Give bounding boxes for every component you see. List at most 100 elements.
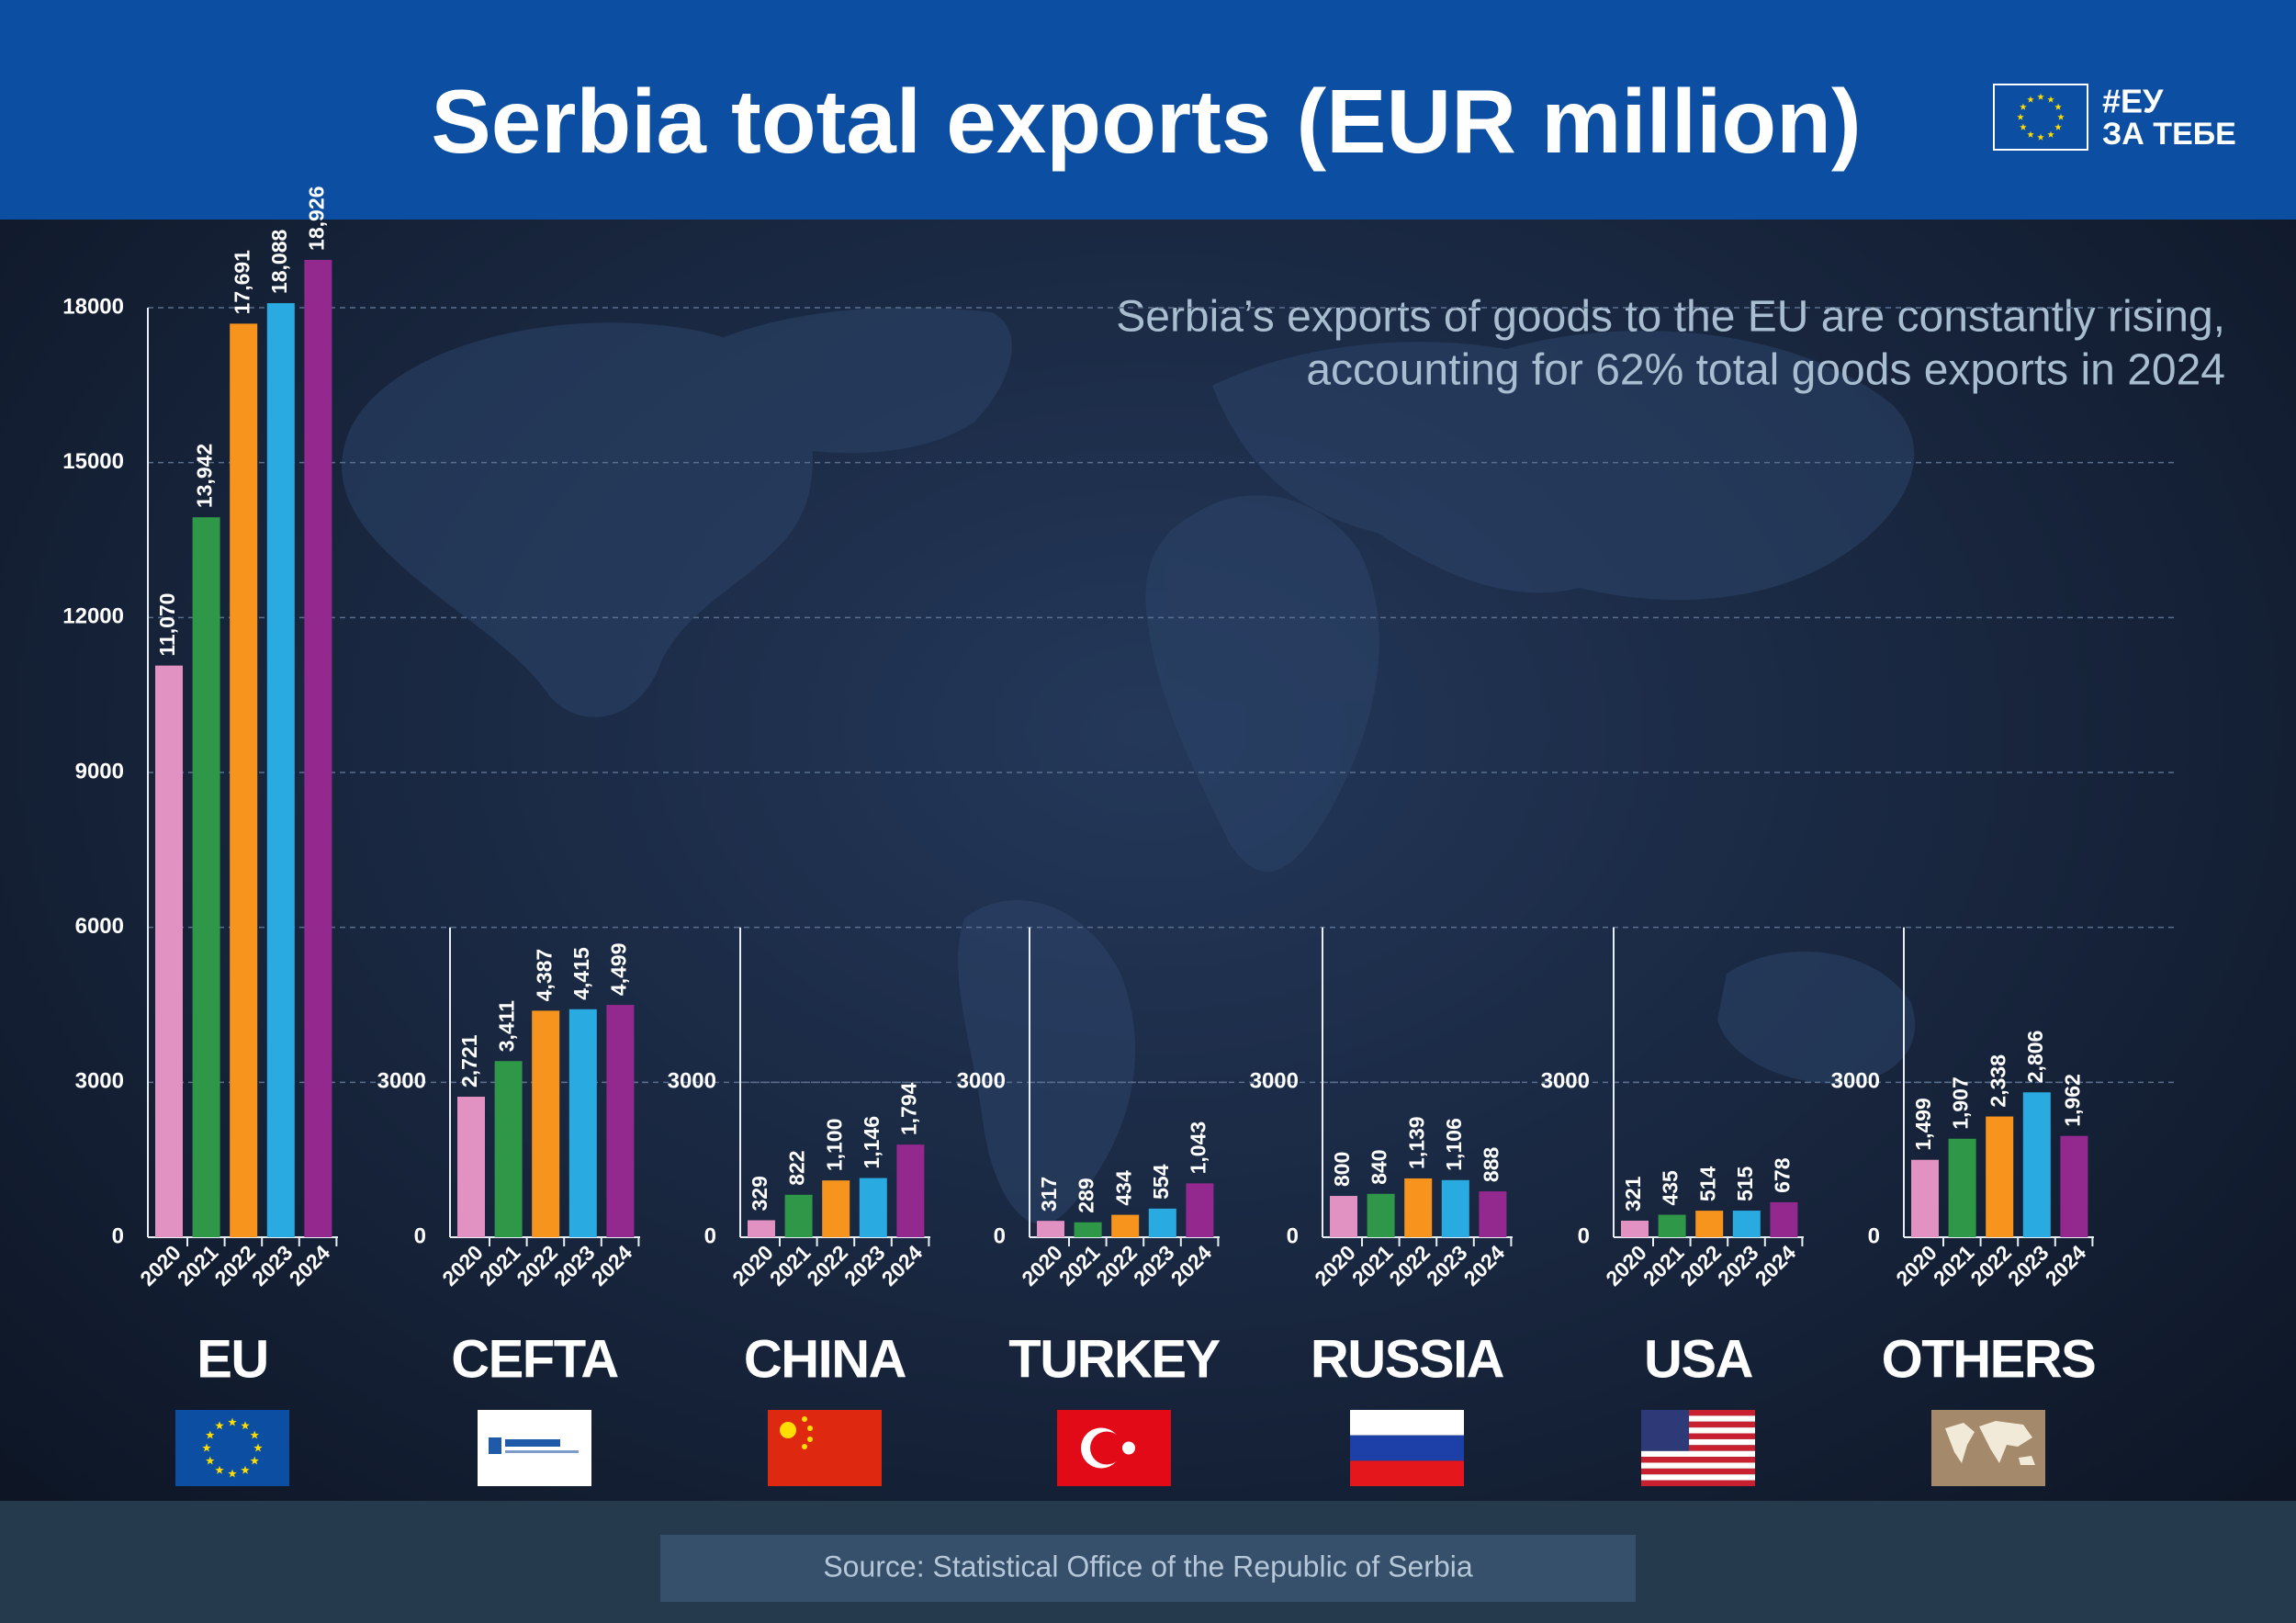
star [202,1443,211,1452]
bar [457,1097,485,1237]
star [206,1430,215,1439]
y-tick-label: 0 [112,1223,124,1248]
group-title: CEFTA [451,1329,618,1389]
value-label: 678 [1770,1157,1794,1193]
value-label: 17,691 [230,250,253,315]
star [215,1465,224,1474]
flag-stripe [1641,1427,1755,1434]
bar [532,1010,560,1237]
flag-stripe [1641,1445,1755,1451]
y-tick-label: 0 [1578,1223,1590,1248]
star [250,1456,259,1465]
flag-icon [1931,1410,2045,1486]
value-label: 321 [1621,1176,1645,1212]
value-label: 514 [1695,1167,1719,1202]
star [2037,133,2044,141]
flag-canton [1641,1410,1690,1451]
y-tick-label: 3000 [75,1069,124,1094]
eu-logo [1993,84,2088,151]
star [241,1421,250,1430]
flag-stripe [1641,1415,1755,1422]
flag-stripe [1641,1462,1755,1469]
star [228,1469,237,1478]
flag-star [802,1416,807,1422]
flag-star [802,1444,807,1449]
bar [1986,1116,2014,1237]
bar [494,1061,523,1237]
bar [230,323,258,1237]
bar [1367,1193,1395,1237]
chart: 030006000900012000150001800011,070202013… [62,186,2175,1486]
value-label: 2,721 [457,1034,481,1088]
star [2017,113,2024,120]
y-tick-label: 3000 [668,1069,716,1094]
value-label: 18,926 [304,186,328,251]
star [2020,103,2027,110]
group-title: EU [197,1329,268,1389]
value-label: 515 [1733,1166,1757,1201]
value-label: 289 [1075,1178,1098,1212]
star [2054,103,2062,110]
bar [1441,1179,1469,1237]
value-label: 888 [1479,1146,1503,1182]
star [2027,130,2034,138]
value-label: 840 [1367,1149,1391,1184]
logo-text: ЗА ТЕБЕ [2102,117,2236,152]
star [2047,130,2054,138]
flag-stripe [1350,1460,1464,1486]
star [2047,96,2054,103]
bar [1911,1159,1939,1237]
value-label: 1,106 [1442,1118,1466,1171]
bar [606,1005,635,1237]
subtitle: accounting for 62% total goods exports i… [1306,346,2225,395]
flag-icon [478,1410,591,1486]
value-label: 1,139 [1404,1116,1428,1169]
star [253,1443,263,1452]
value-label: 1,043 [1186,1121,1210,1175]
flag-stripe [1641,1474,1755,1481]
star [2054,123,2062,130]
value-label: 317 [1037,1177,1061,1212]
logo-flag [1993,84,2088,151]
bar [192,517,220,1237]
flag-icon [175,1410,289,1486]
flag-stripe [1350,1410,1464,1436]
flag-stripe [1350,1435,1464,1461]
flag-stripe [1641,1468,1755,1475]
flag-mark [505,1450,579,1453]
value-label: 2,338 [1986,1054,2009,1108]
flag-stripe [1641,1450,1755,1458]
bar [1479,1191,1507,1237]
flag-icon [1641,1410,1755,1486]
logo-text: #ЕУ [2102,83,2164,120]
bar [1037,1221,1064,1237]
flag-icon [768,1410,882,1486]
value-label: 1,907 [1949,1076,1973,1130]
value-label: 3,411 [495,1000,519,1052]
flag-icon [1350,1410,1464,1486]
group-title: OTHERS [1882,1329,2096,1389]
source-box [660,1535,1636,1602]
value-label: 435 [1659,1170,1683,1206]
bar [1658,1214,1686,1237]
star [2037,93,2044,100]
bar [1186,1183,1214,1237]
group-title: RUSSIA [1311,1329,1504,1389]
star [215,1421,224,1430]
flag-stripe [1641,1410,1755,1416]
y-tick-label: 12000 [62,604,124,629]
y-tick-label: 15000 [62,449,124,474]
flag-icon [1057,1410,1171,1486]
crescent [1090,1431,1123,1465]
y-tick-label: 9000 [75,759,124,783]
value-label: 2,806 [2023,1031,2047,1084]
value-label: 18,088 [267,229,291,294]
bar [155,665,183,1237]
group-title: TURKEY [1008,1329,1220,1389]
value-label: 1,100 [822,1119,846,1172]
value-label: 4,415 [569,947,593,1000]
value-label: 1,146 [860,1116,884,1169]
flag-stripe [1641,1433,1755,1439]
bar [1621,1220,1649,1237]
